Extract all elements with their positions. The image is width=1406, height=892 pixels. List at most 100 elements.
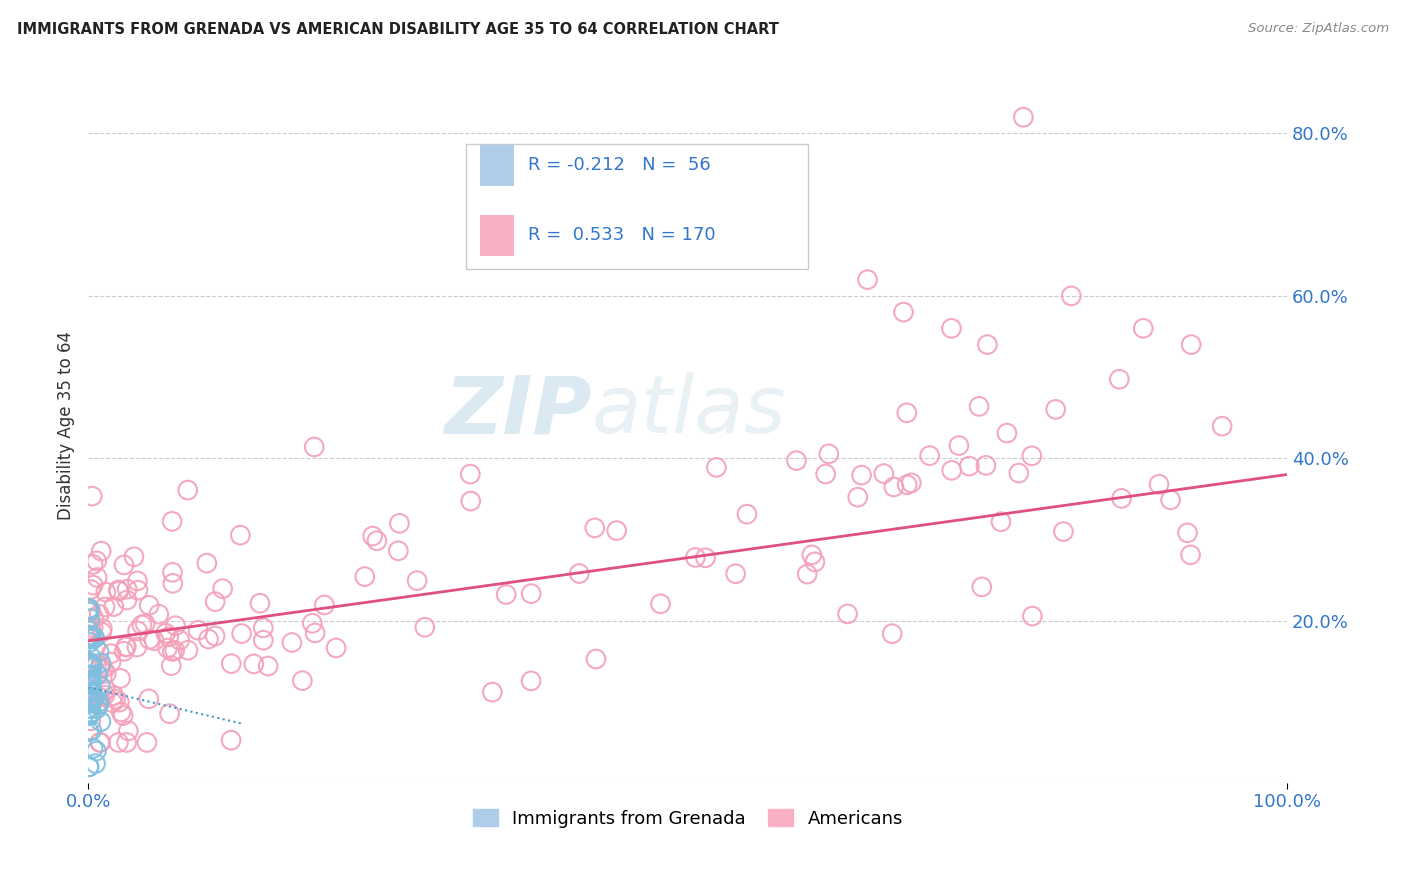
Point bbox=[89, 690, 111, 705]
Point bbox=[101, 696, 124, 710]
Point bbox=[94, 682, 117, 697]
Point bbox=[127, 574, 149, 588]
Point bbox=[406, 574, 429, 588]
Point bbox=[177, 643, 200, 657]
Point bbox=[974, 458, 997, 473]
Point bbox=[796, 567, 818, 582]
Point bbox=[896, 406, 918, 420]
Point bbox=[211, 582, 233, 596]
Point bbox=[165, 619, 187, 633]
Point bbox=[77, 655, 100, 669]
Point bbox=[82, 741, 104, 756]
Point bbox=[86, 701, 108, 715]
Point bbox=[204, 629, 226, 643]
Point bbox=[1211, 419, 1233, 434]
Point bbox=[110, 672, 132, 686]
Point bbox=[89, 662, 111, 676]
Point bbox=[314, 598, 336, 612]
Point bbox=[80, 723, 103, 738]
Point bbox=[82, 558, 104, 572]
Point bbox=[606, 524, 628, 538]
Point bbox=[90, 544, 112, 558]
Point bbox=[187, 624, 209, 638]
Point bbox=[108, 695, 131, 709]
Point bbox=[131, 618, 153, 632]
FancyBboxPatch shape bbox=[481, 215, 515, 256]
Point bbox=[89, 607, 111, 622]
Point bbox=[77, 685, 100, 699]
Point bbox=[89, 735, 111, 749]
Point bbox=[1045, 402, 1067, 417]
Point bbox=[873, 467, 896, 481]
Point bbox=[84, 640, 107, 654]
Point bbox=[460, 494, 482, 508]
Point bbox=[817, 447, 839, 461]
FancyBboxPatch shape bbox=[481, 145, 515, 186]
Point bbox=[583, 521, 606, 535]
Point bbox=[83, 611, 105, 625]
Point bbox=[82, 660, 104, 674]
Point bbox=[86, 570, 108, 584]
Point bbox=[79, 680, 101, 694]
Point bbox=[204, 595, 226, 609]
Point bbox=[80, 706, 103, 720]
Point bbox=[893, 305, 915, 319]
Point bbox=[520, 587, 543, 601]
Point bbox=[115, 582, 138, 597]
Point bbox=[1177, 525, 1199, 540]
Point bbox=[79, 631, 101, 645]
Point bbox=[785, 453, 807, 467]
Point bbox=[918, 449, 941, 463]
Point bbox=[520, 673, 543, 688]
Point bbox=[458, 467, 481, 482]
Point bbox=[219, 733, 242, 747]
Point bbox=[104, 692, 127, 706]
Point bbox=[941, 321, 963, 335]
Point bbox=[77, 628, 100, 642]
FancyBboxPatch shape bbox=[465, 144, 807, 268]
Point bbox=[125, 640, 148, 654]
Y-axis label: Disability Age 35 to 64: Disability Age 35 to 64 bbox=[58, 331, 75, 520]
Point bbox=[160, 658, 183, 673]
Point bbox=[77, 701, 100, 715]
Point bbox=[90, 656, 112, 670]
Point bbox=[735, 507, 758, 521]
Point bbox=[1021, 449, 1043, 463]
Point bbox=[117, 723, 139, 738]
Point bbox=[115, 735, 138, 749]
Point bbox=[90, 625, 112, 640]
Point bbox=[138, 691, 160, 706]
Point bbox=[1147, 477, 1170, 491]
Point bbox=[86, 668, 108, 682]
Point bbox=[80, 657, 103, 672]
Point bbox=[80, 660, 103, 674]
Point bbox=[257, 659, 280, 673]
Point bbox=[685, 550, 707, 565]
Point bbox=[100, 647, 122, 661]
Point bbox=[1160, 492, 1182, 507]
Point bbox=[103, 599, 125, 614]
Point bbox=[79, 676, 101, 690]
Point bbox=[112, 708, 135, 723]
Point bbox=[1008, 466, 1031, 480]
Point bbox=[94, 585, 117, 599]
Point bbox=[134, 616, 156, 631]
Point bbox=[79, 635, 101, 649]
Point bbox=[846, 490, 869, 504]
Point bbox=[91, 661, 114, 675]
Point bbox=[77, 605, 100, 619]
Point bbox=[80, 714, 103, 728]
Point bbox=[77, 724, 100, 739]
Point bbox=[94, 599, 117, 614]
Point bbox=[84, 756, 107, 771]
Point bbox=[83, 690, 105, 705]
Point bbox=[77, 601, 100, 615]
Point bbox=[82, 620, 104, 634]
Point bbox=[160, 514, 183, 528]
Point bbox=[163, 643, 186, 657]
Point bbox=[79, 677, 101, 691]
Point bbox=[1111, 491, 1133, 506]
Point bbox=[353, 569, 375, 583]
Point bbox=[325, 640, 347, 655]
Point bbox=[86, 658, 108, 673]
